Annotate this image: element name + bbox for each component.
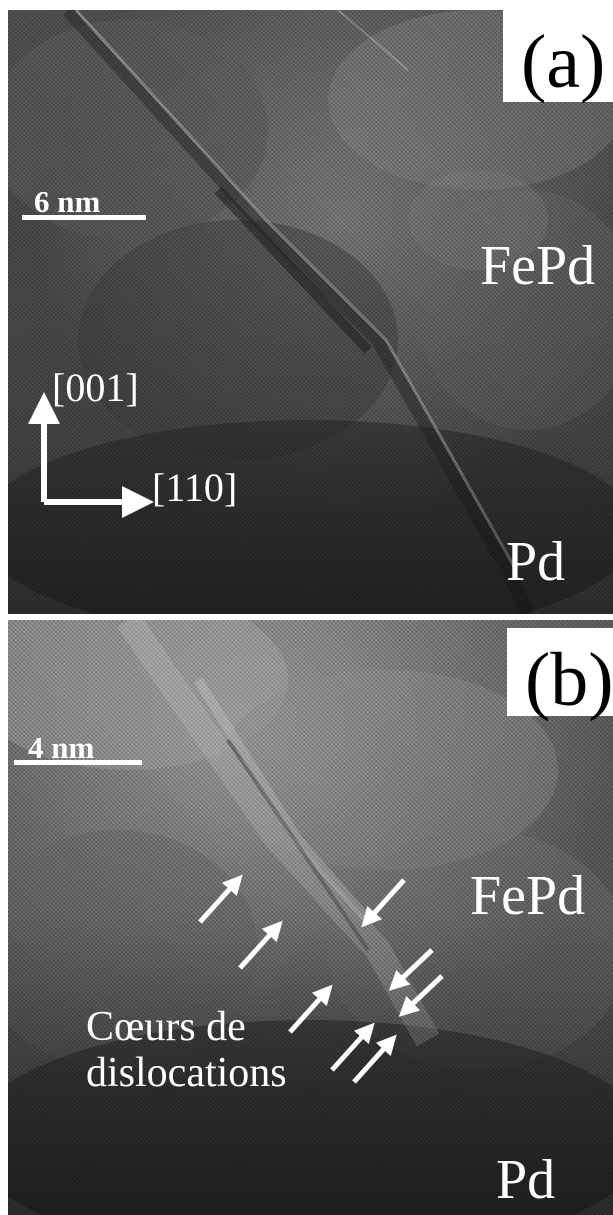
- scale-bar-b: [14, 760, 142, 765]
- arrow-icon: [361, 878, 406, 928]
- arrow-icon: [388, 948, 434, 991]
- arrow-up-icon: [28, 392, 60, 424]
- phase-label-pd-b: Pd: [496, 1149, 556, 1211]
- crystal-axes-icon: [28, 392, 154, 518]
- scale-bar-label-b: 4 nm: [28, 730, 95, 765]
- arrow-icon: [198, 874, 243, 924]
- arrow-icon: [352, 1034, 397, 1084]
- scale-bar-a: [22, 215, 146, 220]
- arrow-icon: [398, 974, 444, 1017]
- micrograph-image-b: [8, 620, 613, 1215]
- direction-label-001: [001]: [52, 365, 139, 410]
- lattice-texture: [8, 10, 613, 614]
- arrow-right-icon: [122, 486, 154, 518]
- phase-label-fepd-b: FePd: [470, 865, 586, 927]
- arrow-icon: [330, 1022, 375, 1072]
- dislocation-arrows: [198, 874, 444, 1084]
- phase-label-pd-a: Pd: [506, 531, 566, 593]
- direction-label-110: [110]: [152, 465, 238, 510]
- lattice-texture: [8, 620, 613, 1215]
- dislocation-caption-line2: dislocations: [86, 1050, 287, 1096]
- panel-label-a: (a): [503, 10, 613, 102]
- panel-label-b: (b): [507, 628, 613, 718]
- arrow-icon: [238, 920, 283, 970]
- micrograph-panel-b: (b) 4 nm FePd Pd Cœurs de dislocations: [8, 620, 613, 1215]
- arrow-icon: [288, 984, 333, 1034]
- scale-bar-label-a: 6 nm: [34, 184, 101, 219]
- micrograph-panel-a: (a) 6 nm FePd Pd [001] [110]: [8, 10, 613, 614]
- dislocation-caption-line1: Cœurs de: [86, 1004, 246, 1050]
- micrograph-image-a: [8, 10, 613, 614]
- phase-label-fepd-a: FePd: [480, 235, 596, 297]
